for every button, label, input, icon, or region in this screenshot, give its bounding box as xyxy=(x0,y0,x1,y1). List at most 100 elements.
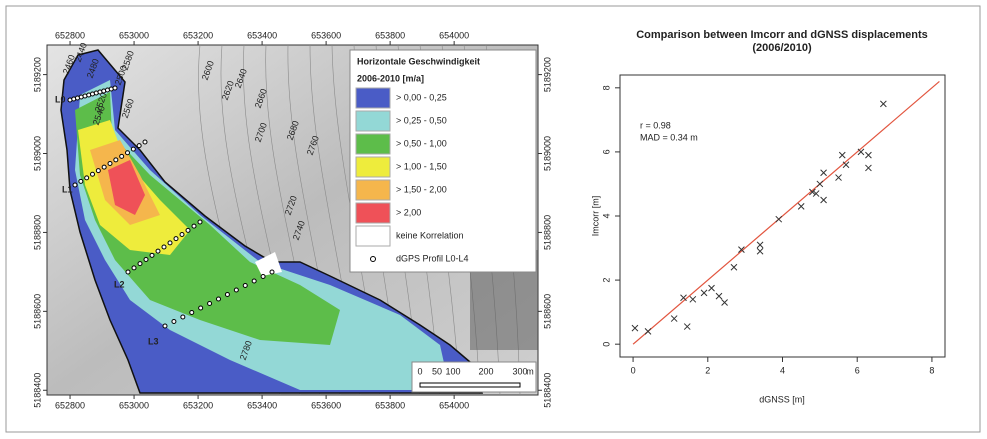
legend-swatch xyxy=(355,133,391,155)
x-tick-label: 653200 xyxy=(183,30,213,40)
profile-point xyxy=(113,157,119,163)
velocity-zone xyxy=(75,80,450,390)
y-tick-label: 6 xyxy=(601,149,611,154)
legend-label: keine Korrelation xyxy=(396,230,464,240)
x-tick-label: 653800 xyxy=(375,400,405,410)
annotation: MAD = 0.34 m xyxy=(640,132,698,142)
x-tick-label: 654000 xyxy=(439,30,469,40)
velocity-zone xyxy=(255,252,282,276)
x-tick-label: 8 xyxy=(929,365,934,375)
scatter-point xyxy=(631,324,639,332)
scale-label: 300 xyxy=(512,366,527,376)
annotation: r = 0.98 xyxy=(640,120,671,130)
profile-point xyxy=(179,232,185,237)
x-tick-label: 653400 xyxy=(247,30,277,40)
scatter-point xyxy=(721,299,728,306)
scatter-point xyxy=(880,100,887,108)
scatter-point xyxy=(816,180,824,188)
scatter-point xyxy=(865,151,872,159)
profile-point xyxy=(191,223,197,229)
x-tick-label: 654000 xyxy=(439,400,469,410)
x-tick-label: 653000 xyxy=(119,400,149,410)
profile-point xyxy=(233,287,239,293)
scatter-point xyxy=(838,151,846,159)
scatter-point xyxy=(644,328,652,335)
scale-bar xyxy=(419,382,521,388)
x-tick-label: 2 xyxy=(705,365,710,375)
scatter-point xyxy=(689,295,697,303)
scale-label: 200 xyxy=(478,366,493,376)
x-tick-label: 0 xyxy=(631,365,636,375)
x-axis-label: dGNSS [m] xyxy=(759,394,805,404)
legend-symbol xyxy=(370,256,376,262)
x-tick-label: 653400 xyxy=(247,400,277,410)
x-tick-label: 6 xyxy=(855,365,860,375)
profile-point xyxy=(125,150,130,156)
profile-point xyxy=(161,244,167,250)
legend-label: > 2,00 xyxy=(396,207,421,217)
profile-point xyxy=(143,257,149,262)
profile-point xyxy=(136,143,142,149)
legend-swatch xyxy=(355,225,391,247)
profile-point xyxy=(167,240,173,246)
profile-point xyxy=(242,283,248,288)
legend-label: > 0,25 - 0,50 xyxy=(396,115,447,125)
profile-point xyxy=(72,182,78,188)
legend-subtitle: 2006-2010 [m/a] xyxy=(357,73,424,83)
y-tick-label: 5189200 xyxy=(542,57,552,92)
scale-label: 100 xyxy=(445,366,460,376)
profile-point xyxy=(180,314,186,320)
fit-line xyxy=(632,80,940,345)
scatter-point xyxy=(835,174,842,181)
profile-point xyxy=(142,139,148,145)
profile-point xyxy=(78,178,84,184)
y-tick-label: 4 xyxy=(601,213,611,218)
legend-label: > 0,00 - 0,25 xyxy=(396,92,447,102)
profile-label: L0 xyxy=(55,94,66,104)
scatter-point xyxy=(812,190,820,197)
x-tick-label: 653600 xyxy=(311,400,341,410)
profile-point xyxy=(269,269,275,275)
scatter-point xyxy=(809,188,816,196)
chart-title: Comparison between Imcorr and dGNSS disp… xyxy=(636,29,928,41)
scatter-point xyxy=(738,246,745,254)
profile-point xyxy=(173,236,179,242)
velocity-zone xyxy=(108,160,145,215)
legend-swatch xyxy=(355,110,391,132)
scatter-point xyxy=(715,292,723,300)
profile-point xyxy=(90,171,95,177)
scale-label: 50 xyxy=(432,366,442,376)
profile-point xyxy=(112,85,118,91)
profile-point xyxy=(107,161,113,166)
legend-swatch xyxy=(355,202,391,224)
scatter-point xyxy=(680,294,687,302)
profile-point xyxy=(185,227,191,233)
profile-label: L1 xyxy=(62,184,73,194)
y-tick-label: 0 xyxy=(601,342,611,347)
y-tick-label: 5188400 xyxy=(542,373,552,408)
legend-label: > 1,50 - 2,00 xyxy=(396,184,447,194)
scatter-point xyxy=(683,323,691,330)
y-axis-label: Imcorr [m] xyxy=(590,196,600,237)
scale-label: 0 xyxy=(417,366,422,376)
legend-swatch xyxy=(355,87,391,109)
profile-point xyxy=(130,146,136,152)
scale-label: m xyxy=(526,366,534,376)
scatter-point xyxy=(756,241,764,249)
profile-point xyxy=(197,219,203,225)
scatter-point xyxy=(775,215,783,223)
x-tick-label: 653000 xyxy=(119,30,149,40)
profile-point xyxy=(95,168,101,174)
profile-point xyxy=(224,292,230,297)
profile-point xyxy=(162,323,168,329)
chart-subtitle: (2006/2010) xyxy=(752,42,812,54)
x-tick-label: 4 xyxy=(780,365,785,375)
scatter-point xyxy=(756,247,764,255)
scatter-point xyxy=(842,161,850,169)
legend-label: dGPS Profil L0-L4 xyxy=(396,253,469,263)
profile-point xyxy=(149,252,155,258)
profile-label: L3 xyxy=(148,336,159,346)
scatter-point xyxy=(730,263,738,271)
